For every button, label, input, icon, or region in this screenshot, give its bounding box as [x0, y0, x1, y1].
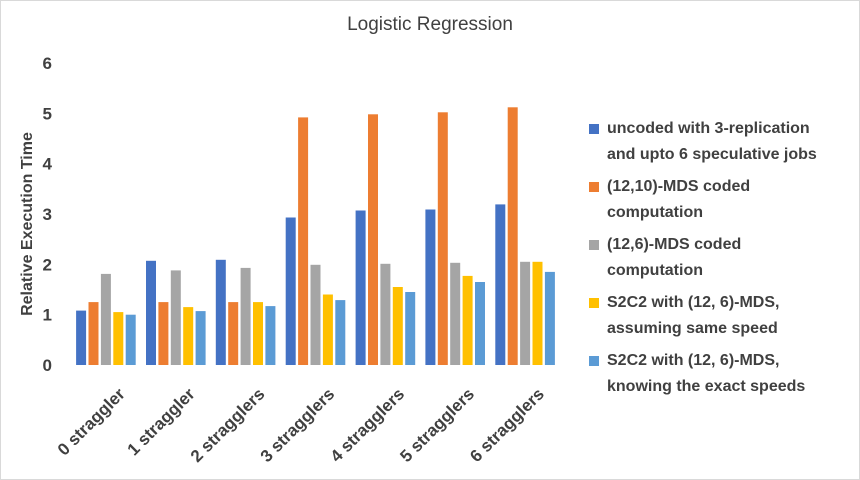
legend-item-0: uncoded with 3-replication and upto 6 spe…	[589, 116, 851, 168]
y-tick-label-2: 2	[43, 255, 52, 274]
y-tick-label-1: 1	[43, 306, 52, 325]
bar-series1-cat4	[368, 114, 378, 365]
bar-series0-cat4	[355, 210, 366, 365]
bar-series3-cat1	[183, 307, 194, 365]
bar-series4-cat5	[475, 282, 485, 365]
legend-label-0-line-0: uncoded with 3-replication	[607, 120, 810, 137]
legend-label-4-line-0: S2C2 with (12, 6)-MDS,	[607, 352, 780, 369]
bar-series4-cat4	[405, 292, 416, 365]
bar-series3-cat5	[462, 275, 473, 365]
chart-title: Logistic Regression	[347, 14, 513, 35]
legend-swatch-2	[589, 240, 599, 250]
bar-series1-cat3	[298, 117, 309, 366]
y-tick-label-6: 6	[43, 54, 52, 73]
chart-legend: uncoded with 3-replication and upto 6 spe…	[589, 116, 851, 406]
bar-series3-cat6	[532, 261, 543, 365]
bar-series1-cat1	[158, 302, 169, 365]
bar-series1-cat5	[437, 112, 448, 365]
bar-series3-cat2	[253, 302, 263, 365]
y-axis-label: Relative Execution Time	[19, 132, 36, 316]
bar-series0-cat3	[285, 217, 296, 365]
bar-series2-cat0	[100, 273, 111, 365]
y-tick-label-0: 0	[43, 356, 52, 375]
y-tick-label-5: 5	[43, 104, 52, 123]
x-tick-label-2: 2 stragglers	[187, 384, 269, 466]
x-tick-label-0: 0 straggler	[54, 384, 129, 459]
legend-label-3-line-0: S2C2 with (12, 6)-MDS,	[607, 294, 780, 311]
legend-label-1-line-1: computation	[607, 204, 703, 221]
bar-series0-cat2	[215, 259, 226, 365]
bar-series1-cat2	[228, 302, 239, 365]
legend-item-3: S2C2 with (12, 6)-MDS, assuming same spee…	[589, 290, 851, 342]
legend-item-1: (12,10)-MDS coded computation	[589, 174, 851, 226]
legend-swatch-4	[589, 356, 599, 366]
legend-swatch-3	[589, 298, 599, 308]
bar-series4-cat0	[125, 314, 136, 365]
legend-label-4-line-1: knowing the exact speeds	[607, 378, 806, 395]
legend-label-1-line-0: (12,10)-MDS coded	[607, 178, 751, 195]
x-tick-label-6: 6 stragglers	[466, 384, 548, 466]
bar-series1-cat0	[88, 302, 99, 365]
legend-swatch-0	[589, 124, 599, 134]
bar-series4-cat1	[195, 311, 206, 365]
legend-label-3-line-1: assuming same speed	[607, 320, 778, 337]
bar-series4-cat6	[544, 271, 555, 365]
bar-series0-cat6	[495, 204, 506, 365]
x-tick-label-4: 4 stragglers	[327, 384, 409, 466]
bar-series2-cat2	[240, 267, 251, 365]
bar-series0-cat5	[425, 209, 436, 365]
y-tick-label-3: 3	[43, 205, 52, 224]
legend-label-2-line-1: computation	[607, 262, 703, 279]
bar-series2-cat4	[380, 263, 391, 365]
bar-series3-cat3	[322, 294, 333, 365]
x-tick-label-5: 5 stragglers	[396, 384, 478, 466]
legend-swatch-1	[589, 182, 599, 192]
legend-item-4: S2C2 with (12, 6)-MDS, knowing the exact …	[589, 348, 851, 400]
bar-series3-cat4	[392, 287, 403, 365]
bar-series4-cat2	[265, 306, 276, 365]
bar-series2-cat3	[310, 264, 321, 365]
x-tick-label-3: 3 stragglers	[257, 384, 339, 466]
legend-label-2-line-0: (12,6)-MDS coded	[607, 236, 742, 253]
bar-series2-cat1	[170, 270, 181, 365]
bar-series2-cat5	[450, 262, 461, 365]
bar-series3-cat0	[113, 312, 124, 365]
legend-item-2: (12,6)-MDS coded computation	[589, 232, 851, 284]
bar-series0-cat0	[76, 310, 87, 365]
y-tick-label-4: 4	[43, 155, 53, 174]
x-tick-label-1: 1 straggler	[124, 384, 199, 459]
bar-series1-cat6	[507, 107, 518, 366]
bar-series2-cat6	[520, 261, 531, 365]
bar-series0-cat1	[146, 260, 156, 365]
legend-label-0-line-1: and upto 6 speculative jobs	[607, 146, 817, 163]
bar-series4-cat3	[335, 300, 346, 365]
